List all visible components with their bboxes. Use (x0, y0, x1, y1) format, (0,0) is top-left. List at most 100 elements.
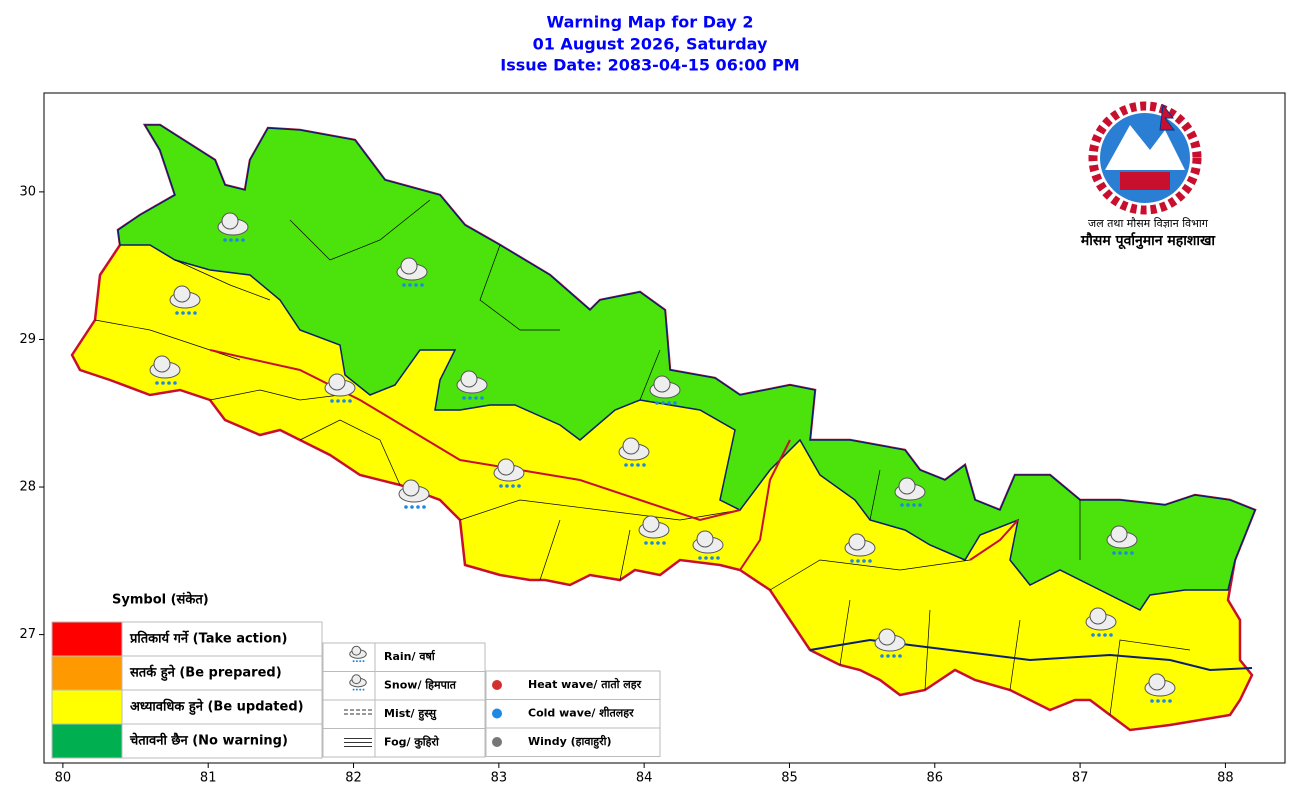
drop (348, 399, 352, 403)
legend-cell (121, 723, 323, 759)
cloud (221, 212, 239, 230)
drop (868, 559, 872, 563)
drop (362, 660, 365, 663)
drop (161, 381, 165, 385)
drop (187, 311, 191, 315)
drop (229, 238, 233, 242)
legend-cell (121, 655, 323, 691)
drop (468, 396, 472, 400)
drop (359, 660, 362, 663)
drop (355, 660, 358, 663)
legend-cell (485, 699, 661, 729)
drop (352, 688, 355, 691)
drop (1103, 633, 1107, 637)
cloud (622, 437, 640, 455)
logo-line: जल तथा मौसम विज्ञान विभाग (1088, 217, 1209, 230)
symbol-icon (492, 708, 502, 719)
cloud (1110, 525, 1128, 543)
drop (342, 399, 346, 403)
drop (422, 505, 426, 509)
legend-symbol-label: Rain/ वर्षा (384, 649, 436, 663)
cloud (1089, 607, 1107, 625)
drop (155, 381, 159, 385)
cloud (328, 373, 346, 391)
cloud (153, 355, 171, 373)
drop (517, 484, 521, 488)
drop (362, 688, 365, 691)
drop (661, 401, 665, 405)
cloud (898, 477, 916, 495)
drop (662, 541, 666, 545)
drop (359, 688, 362, 691)
drop (1118, 551, 1122, 555)
legend-symbol-label: Heat wave/ तातो लहर (528, 677, 642, 691)
legend-symbol-label: Snow/ हिमपात (384, 678, 457, 692)
y-tick-label: 29 (19, 332, 36, 347)
drop (462, 396, 466, 400)
drop (1130, 551, 1134, 555)
drop (886, 654, 890, 658)
legend-cell (322, 642, 376, 672)
cloud (653, 375, 671, 393)
y-tick-label: 27 (19, 627, 36, 642)
drop (404, 505, 408, 509)
drop (710, 556, 714, 560)
x-tick-label: 81 (200, 771, 217, 786)
drop (862, 559, 866, 563)
drop (656, 541, 660, 545)
drop (898, 654, 902, 658)
drop (336, 399, 340, 403)
symbol-icon (492, 680, 502, 690)
drop (499, 484, 503, 488)
legend-cell (322, 699, 376, 729)
legend-swatch (51, 723, 123, 759)
symbol-icon (492, 737, 502, 747)
legend-label: सतर्क हुने (Be prepared) (129, 665, 282, 682)
drop (193, 311, 197, 315)
district-lines (94, 199, 1191, 716)
x-tick-label: 86 (927, 771, 944, 786)
x-tick-label: 85 (781, 771, 798, 786)
drop (1112, 551, 1116, 555)
x-tick-label: 87 (1072, 771, 1089, 786)
drop (235, 238, 239, 242)
drop (173, 381, 177, 385)
drop (624, 463, 628, 467)
drop (673, 401, 677, 405)
drop (642, 463, 646, 467)
legend-symbol-label: Cold wave/ शीतलहर (528, 706, 634, 720)
drop (1097, 633, 1101, 637)
logo-line: मौसम पूर्वानुमान महाशाखा (1080, 232, 1217, 250)
cloud (848, 533, 866, 551)
drop (410, 505, 414, 509)
drop (1150, 699, 1154, 703)
drop (511, 484, 515, 488)
drop (420, 283, 424, 287)
x-tick-label: 80 (55, 771, 72, 786)
cloud (497, 458, 515, 476)
drop (505, 484, 509, 488)
legend-symbol-label: Windy (हावाहुरी) (528, 734, 612, 749)
drop (912, 503, 916, 507)
drop (408, 283, 412, 287)
cloud (351, 645, 362, 656)
y-tick-label: 28 (19, 480, 36, 495)
cloud (400, 257, 418, 275)
drop (850, 559, 854, 563)
legend-cell (374, 642, 486, 672)
drop (1162, 699, 1166, 703)
drop (402, 283, 406, 287)
drop (241, 238, 245, 242)
legend-swatch (51, 621, 123, 657)
drop (918, 503, 922, 507)
title-line: Issue Date: 2083-04-15 06:00 PM (500, 56, 799, 75)
green-region (117, 124, 1256, 611)
drop (352, 660, 355, 663)
drop (1168, 699, 1172, 703)
cloud (878, 628, 896, 646)
legend-label: अध्यावधिक हुने (Be updated) (130, 699, 304, 716)
drop (900, 503, 904, 507)
legend-cell (374, 671, 486, 701)
drop (906, 503, 910, 507)
